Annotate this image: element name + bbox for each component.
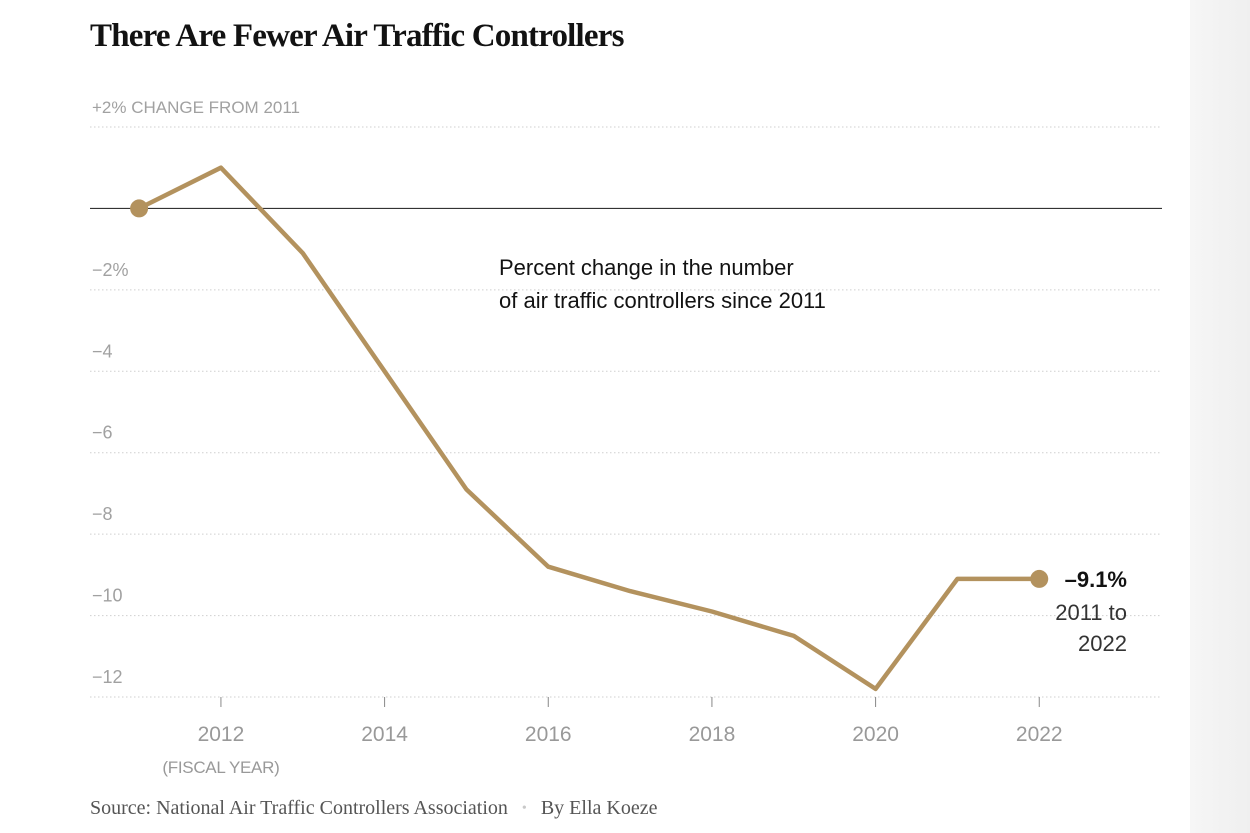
y-tick-label: +2% CHANGE FROM 2011 [92, 98, 300, 117]
x-tick-label: 2012 [198, 723, 245, 746]
series-line [136, 165, 1042, 692]
y-tick-label: −10 [92, 586, 123, 606]
line-chart: +2% CHANGE FROM 2011 −2% −4 −6 −8 −10 −12 2012 2… [90, 98, 1162, 777]
right-gutter [1190, 0, 1250, 833]
source-credit: Source: National Air Traffic Controllers… [90, 797, 657, 820]
source-text: Source: National Air Traffic Controllers… [90, 797, 508, 819]
y-tick-label: −6 [92, 423, 113, 443]
x-tick-label: 2022 [1016, 723, 1063, 746]
byline: By Ella Koeze [540, 797, 658, 819]
x-tick-label: 2016 [525, 723, 572, 746]
start-point [130, 199, 149, 218]
x-axis-label: (FISCAL YEAR) [162, 758, 279, 777]
y-tick-label: −8 [92, 504, 113, 524]
y-tick-label: −2% [92, 260, 129, 280]
x-tick-label: 2014 [361, 723, 408, 746]
source-separator: • [521, 801, 527, 816]
chart-title: There Are Fewer Air Traffic Controllers [90, 18, 624, 54]
end-point [1030, 569, 1049, 588]
y-tick-label: −12 [92, 667, 123, 687]
end-period-label: 2022 [1078, 631, 1127, 656]
chart-annotation: Percent change in the number [499, 255, 794, 280]
x-tick-label: 2018 [689, 723, 736, 746]
end-period-label: 2011 to [1055, 600, 1127, 625]
x-tick-label: 2020 [852, 723, 899, 746]
chart-annotation: of air traffic controllers since 2011 [499, 288, 826, 313]
end-value-label: –9.1% [1065, 567, 1127, 592]
y-tick-label: −4 [92, 341, 113, 361]
